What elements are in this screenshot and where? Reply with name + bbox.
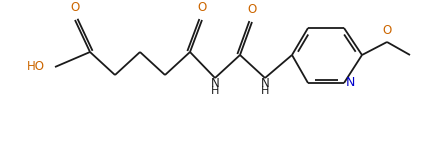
Text: N: N xyxy=(345,76,355,90)
Text: O: O xyxy=(381,24,391,37)
Text: H: H xyxy=(210,86,219,96)
Text: H: H xyxy=(260,86,269,96)
Text: HO: HO xyxy=(27,61,45,74)
Text: O: O xyxy=(197,1,206,14)
Text: N: N xyxy=(260,77,269,90)
Text: N: N xyxy=(210,77,219,90)
Text: O: O xyxy=(70,1,79,14)
Text: O: O xyxy=(247,3,256,16)
